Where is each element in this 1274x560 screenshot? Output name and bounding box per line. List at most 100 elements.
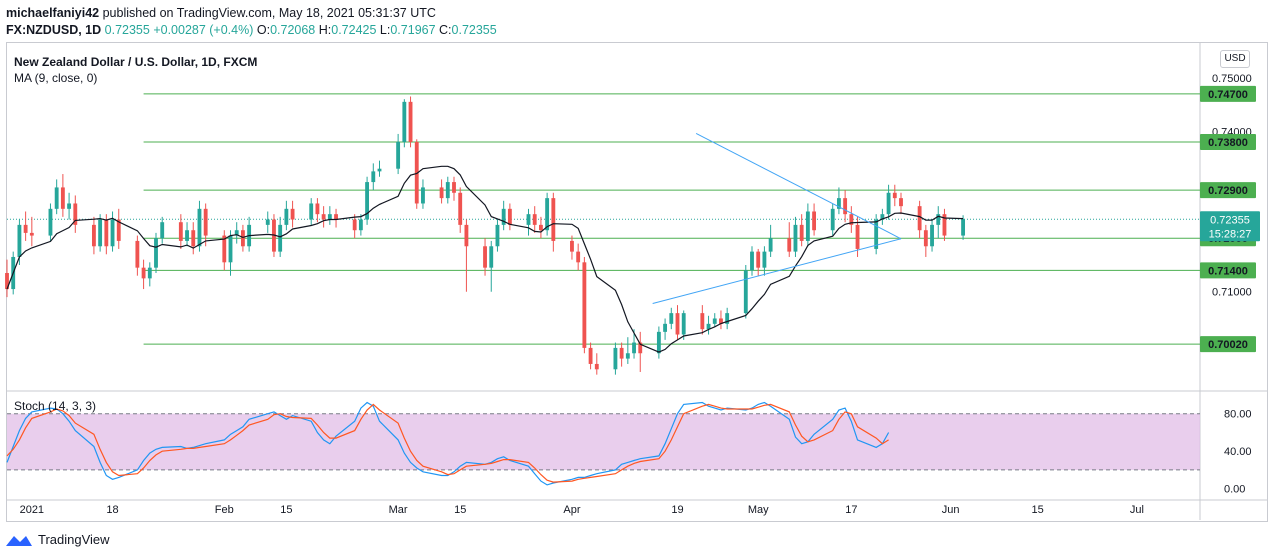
high-value: 0.72425 bbox=[331, 23, 377, 37]
price-tick-label: 0.75000 bbox=[1212, 73, 1252, 85]
candle-body bbox=[178, 222, 183, 241]
candle-body bbox=[110, 219, 115, 247]
candle-body bbox=[836, 198, 841, 209]
close-label: C: bbox=[439, 23, 452, 37]
footer-brand[interactable]: TradingView bbox=[6, 532, 110, 547]
candle-body bbox=[160, 222, 165, 239]
candle-body bbox=[712, 318, 717, 324]
candle-body bbox=[632, 342, 636, 354]
candle-body bbox=[402, 101, 407, 142]
stoch-indicator-label: Stoch (14, 3, 3) bbox=[14, 399, 97, 413]
time-tick-label: May bbox=[748, 504, 769, 516]
time-tick-label: Apr bbox=[563, 504, 580, 516]
currency-badge[interactable]: USD bbox=[1220, 50, 1250, 68]
candle-body bbox=[899, 198, 903, 207]
candle-body bbox=[464, 224, 469, 247]
candle-body bbox=[452, 182, 456, 193]
candle-body bbox=[414, 141, 419, 204]
level-price-badge bbox=[1200, 262, 1256, 279]
candle-body bbox=[185, 230, 189, 241]
candle-body bbox=[507, 208, 512, 225]
candle-body bbox=[538, 224, 543, 231]
time-tick-label: 15 bbox=[454, 504, 466, 516]
candle-body bbox=[874, 219, 879, 249]
open-label: O: bbox=[256, 23, 271, 37]
candle-body bbox=[961, 218, 966, 236]
stoch-band-fill bbox=[7, 413, 1200, 470]
candle-body bbox=[656, 331, 661, 354]
candle-body bbox=[930, 224, 934, 247]
high-label: H: bbox=[318, 23, 332, 37]
candle-body bbox=[582, 262, 587, 348]
level-price-label: 0.72900 bbox=[1208, 185, 1248, 197]
candle-body bbox=[265, 219, 270, 225]
symbol-label: FX:NZDUSD, 1D bbox=[6, 23, 102, 37]
candle-body bbox=[458, 192, 463, 225]
candle-body bbox=[812, 211, 817, 231]
candle-body bbox=[197, 208, 202, 247]
candle-body bbox=[706, 323, 711, 330]
time-tick-label: Mar bbox=[389, 504, 408, 516]
time-tick-label: Feb bbox=[215, 504, 234, 516]
candle-body bbox=[719, 318, 723, 324]
candle-body bbox=[408, 101, 413, 142]
level-price-label: 0.74700 bbox=[1208, 89, 1248, 101]
candle-body bbox=[805, 211, 810, 241]
current-price-badge bbox=[1200, 211, 1260, 242]
candle-body bbox=[228, 235, 233, 263]
time-tick-label: 18 bbox=[106, 504, 118, 516]
time-tick-label: 2021 bbox=[20, 504, 44, 516]
level-price-badge bbox=[1200, 182, 1256, 199]
ohlc-line: FX:NZDUSD, 1D 0.72355 +0.00287 (+0.4%) O… bbox=[6, 22, 497, 39]
candle-body bbox=[638, 342, 643, 354]
candle-body bbox=[892, 192, 897, 199]
candle-body bbox=[545, 198, 550, 231]
candle-body bbox=[625, 353, 630, 359]
candle-body bbox=[855, 224, 860, 249]
candle-body bbox=[489, 246, 494, 268]
stoch-tick-label: 80.00 bbox=[1224, 409, 1252, 421]
candle-body bbox=[60, 187, 65, 209]
candle-body bbox=[315, 203, 320, 215]
candle-body bbox=[669, 313, 674, 324]
candle-body bbox=[371, 171, 376, 183]
low-label: L: bbox=[379, 23, 391, 37]
candle-body bbox=[98, 219, 103, 247]
chart-title: New Zealand Dollar / U.S. Dollar, 1D, FX… bbox=[14, 55, 258, 69]
candle-body bbox=[321, 214, 326, 220]
candle-body bbox=[439, 187, 444, 199]
candle-body bbox=[756, 251, 761, 268]
candle-body bbox=[135, 240, 140, 268]
candle-body bbox=[551, 198, 556, 241]
candle-body bbox=[377, 168, 382, 172]
low-value: 0.71967 bbox=[390, 23, 436, 37]
candle-body bbox=[594, 363, 599, 370]
level-price-label: 0.70020 bbox=[1208, 339, 1248, 351]
candle-body bbox=[309, 203, 314, 220]
candle-body bbox=[358, 219, 363, 231]
level-price-label: 0.73800 bbox=[1208, 137, 1248, 149]
chart-header: michaelfaniyi42 published on TradingView… bbox=[6, 5, 497, 39]
close-value: 0.72355 bbox=[104, 23, 150, 37]
candle-body bbox=[54, 187, 59, 209]
candle-body bbox=[681, 313, 686, 335]
candle-body bbox=[700, 313, 705, 330]
published-text: published on TradingView.com, May 18, 20… bbox=[102, 6, 436, 20]
candle-body bbox=[768, 238, 773, 252]
candle-body bbox=[445, 182, 450, 199]
candle-body bbox=[91, 224, 96, 247]
change-value: +0.00287 (+0.4%) bbox=[153, 23, 254, 37]
time-tick-label: Jul bbox=[1130, 504, 1144, 516]
candle-body bbox=[917, 206, 922, 231]
publisher-name[interactable]: michaelfaniyi42 bbox=[6, 6, 100, 20]
candle-body bbox=[663, 323, 668, 332]
candle-body bbox=[570, 240, 574, 252]
time-tick-label: 19 bbox=[671, 504, 683, 516]
candle-body bbox=[830, 208, 835, 231]
bar-countdown-label: 15:28:27 bbox=[1209, 228, 1252, 240]
candle-body bbox=[495, 224, 500, 247]
candle-body bbox=[116, 219, 121, 241]
stoch-tick-label: 0.00 bbox=[1224, 484, 1245, 496]
candle-body bbox=[203, 208, 208, 236]
